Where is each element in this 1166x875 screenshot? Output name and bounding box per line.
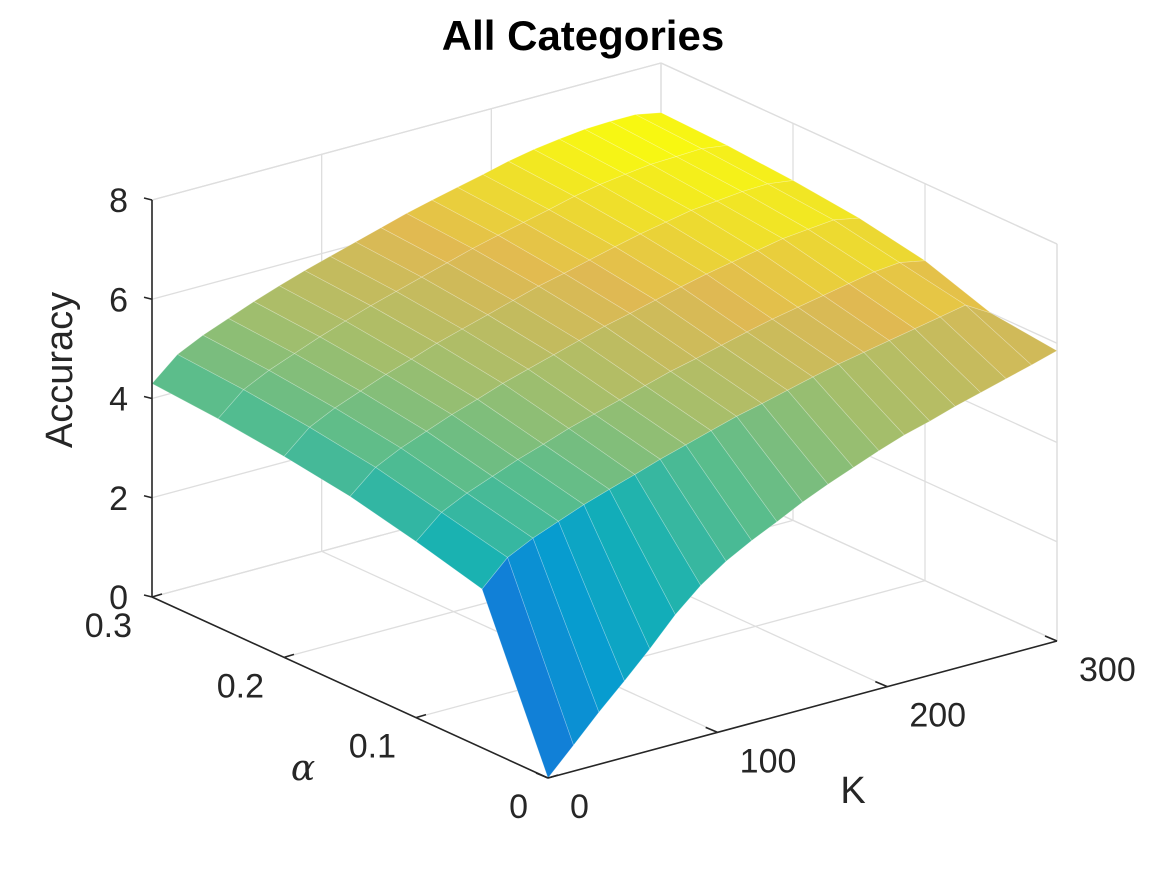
surface-patch <box>151 353 245 420</box>
x-axis-label: K <box>840 770 865 812</box>
z-tick-label: 0 <box>109 579 128 617</box>
z-axis-label: Accuracy <box>39 292 81 448</box>
y-axis-label: α <box>291 748 315 789</box>
z-tick <box>143 296 153 301</box>
k-tick-label: 200 <box>909 697 966 735</box>
z-tick <box>143 395 153 400</box>
surface-patch <box>354 227 448 278</box>
k-tick <box>535 772 549 779</box>
grid-line <box>415 580 926 719</box>
alpha-tick-label: 0.1 <box>349 728 396 766</box>
axes <box>143 197 1058 779</box>
surface-patch <box>308 407 402 468</box>
k-tick <box>875 680 888 688</box>
z-tick-label: 4 <box>109 381 128 419</box>
surface-patch <box>624 163 718 211</box>
z-tick <box>143 494 153 499</box>
alpha-tick-label: 0.2 <box>217 667 264 705</box>
grid-line <box>660 62 1058 245</box>
surface-patch <box>349 466 443 542</box>
alpha-tick <box>547 774 559 779</box>
grid-line <box>151 62 662 201</box>
surface-plot <box>151 112 1058 779</box>
surface-patch <box>558 128 652 175</box>
surface-patch <box>807 219 901 273</box>
alpha-tick-label: 0 <box>509 788 528 826</box>
surface-patch <box>456 174 550 223</box>
k-tick <box>705 726 718 734</box>
surface-patch <box>329 241 423 292</box>
k-tick-label: 0 <box>570 788 589 826</box>
z-tick <box>143 594 153 598</box>
alpha-tick <box>151 593 163 598</box>
y-axis-line <box>151 596 549 779</box>
k-tick <box>1044 635 1058 642</box>
surface-patch <box>253 285 347 338</box>
z-tick-label: 2 <box>109 480 128 518</box>
surface-patch <box>303 255 397 307</box>
surface-patch <box>690 200 784 251</box>
surface-patch <box>491 459 585 522</box>
alpha-tick <box>283 653 295 659</box>
z-tick <box>143 197 153 201</box>
surface-patch <box>217 389 311 457</box>
surface-patch <box>283 426 377 497</box>
surface-patch <box>700 144 795 185</box>
k-tick-label: 300 <box>1079 651 1136 689</box>
surface-patch <box>344 305 438 360</box>
k-tick-label: 100 <box>740 742 797 780</box>
surface-patch <box>227 301 321 354</box>
x-axis-line <box>547 640 1058 779</box>
z-tick-label: 8 <box>109 182 128 220</box>
z-tick-label: 6 <box>109 281 128 319</box>
alpha-tick-label: 0.3 <box>85 607 132 645</box>
alpha-tick <box>415 713 427 719</box>
chart-title: All Categories <box>442 12 724 59</box>
